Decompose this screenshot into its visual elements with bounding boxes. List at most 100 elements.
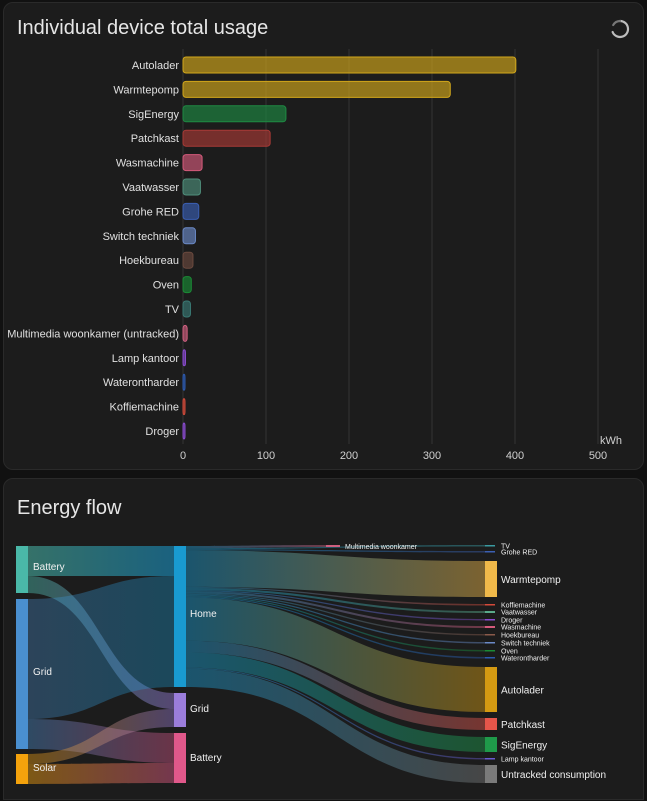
category-label: Switch techniek <box>103 231 180 243</box>
flow-node[interactable] <box>174 733 186 783</box>
category-label: Oven <box>153 280 179 292</box>
flow-node[interactable] <box>485 758 495 760</box>
bar[interactable] <box>182 373 186 391</box>
bar[interactable] <box>182 276 192 294</box>
flow-link[interactable] <box>186 586 485 606</box>
flow-node[interactable] <box>485 604 495 606</box>
bar[interactable] <box>182 202 200 220</box>
category-label: Wasmachine <box>116 158 179 170</box>
flow-node[interactable] <box>485 626 495 628</box>
flow-link[interactable] <box>186 597 485 712</box>
flow-node[interactable] <box>485 551 495 553</box>
flow-link[interactable] <box>28 576 174 719</box>
flow-link[interactable] <box>186 545 485 550</box>
flow-node[interactable] <box>485 718 497 730</box>
bar[interactable] <box>182 300 191 318</box>
flow-link[interactable] <box>186 640 485 730</box>
flow-node[interactable] <box>16 546 28 593</box>
flow-node[interactable] <box>174 693 186 727</box>
category-label: Patchkast <box>131 133 179 145</box>
category-label: Vaatwasser <box>122 182 179 194</box>
flow-node-label: Patchkast <box>501 720 545 731</box>
flow-link[interactable] <box>186 667 485 760</box>
flow-link[interactable] <box>186 590 485 621</box>
energy-flow-sankey: Battery Grid Solar Home Grid Battery Multimedi… <box>16 543 606 784</box>
bar[interactable] <box>182 80 451 98</box>
bar[interactable] <box>182 129 271 147</box>
flow-node[interactable] <box>16 754 28 784</box>
flow-link[interactable] <box>186 596 485 659</box>
category-label: Koffiemachine <box>109 402 179 414</box>
category-label: Multimedia woonkamer (untracked) <box>7 328 179 340</box>
flow-link[interactable] <box>186 652 485 752</box>
flow-node-label: SigEnergy <box>501 741 547 752</box>
flow-node[interactable] <box>326 545 340 547</box>
bar[interactable] <box>182 227 196 245</box>
x-tick-label: 100 <box>257 450 275 462</box>
flow-node[interactable] <box>485 561 497 597</box>
flow-node-label: Oven <box>501 648 518 655</box>
flow-node-label: Droger <box>501 617 523 624</box>
flow-node-label: Battery <box>33 562 65 573</box>
bar[interactable] <box>182 324 188 342</box>
flow-link[interactable] <box>186 587 485 613</box>
flow-link[interactable] <box>186 668 485 783</box>
flow-node[interactable] <box>485 545 495 547</box>
flow-node[interactable] <box>485 650 495 652</box>
energy-flow-card: Energy flow Battery Grid Solar Home Grid Batt… <box>3 478 644 800</box>
flow-link[interactable] <box>28 709 174 764</box>
bar[interactable] <box>182 105 287 123</box>
category-label: Warmtepomp <box>113 84 179 96</box>
category-label: Lamp kantoor <box>112 353 180 365</box>
category-label: Grohe RED <box>122 206 179 218</box>
usage-card-title: Individual device total usage <box>17 17 269 39</box>
flow-node-label: Home <box>190 609 217 620</box>
x-tick-label: 200 <box>340 450 358 462</box>
flow-node[interactable] <box>485 667 497 712</box>
bar[interactable] <box>182 422 186 440</box>
bar[interactable] <box>182 56 517 74</box>
flow-node-label: Grid <box>33 667 52 678</box>
bar[interactable] <box>182 349 186 367</box>
flow-link[interactable] <box>186 595 485 652</box>
category-label: Hoekbureau <box>119 255 179 267</box>
flow-node-label: Multimedia woonkamer <box>345 544 418 551</box>
flow-node[interactable] <box>485 737 497 752</box>
flow-link[interactable] <box>28 546 174 576</box>
bar[interactable] <box>182 251 194 269</box>
flow-node-label: Solar <box>33 763 57 774</box>
flow-link[interactable] <box>186 545 326 549</box>
device-usage-card: Individual device total usage 0 100 200 300… <box>3 2 644 470</box>
category-label: Droger <box>145 426 179 438</box>
category-label: SigEnergy <box>128 109 179 121</box>
flow-link[interactable] <box>186 591 485 628</box>
x-tick-label: 400 <box>506 450 524 462</box>
flow-node-label: Battery <box>190 753 222 764</box>
flow-node[interactable] <box>485 765 497 783</box>
flow-node-label: Warmtepomp <box>501 575 561 586</box>
bar[interactable] <box>182 398 186 416</box>
x-tick-label: 0 <box>180 450 186 462</box>
flow-link[interactable] <box>28 763 174 784</box>
flow-node[interactable] <box>174 546 186 687</box>
flow-node[interactable] <box>485 619 495 621</box>
flow-node[interactable] <box>485 611 495 613</box>
refresh-icon[interactable] <box>610 19 630 39</box>
usage-bar-chart: 0 100 200 300 400 500 kWh Autolader Warmtepomp Si… <box>7 49 622 462</box>
bar[interactable] <box>182 154 203 172</box>
flow-node-label: Wasmachine <box>501 625 541 632</box>
flow-link[interactable] <box>186 593 485 636</box>
bar[interactable] <box>182 178 201 196</box>
flow-node[interactable] <box>485 642 495 644</box>
flow-node[interactable] <box>485 657 495 659</box>
flow-node-label: Switch techniek <box>501 640 550 647</box>
flow-card-title: Energy flow <box>17 497 122 519</box>
flow-link[interactable] <box>186 549 485 553</box>
flow-node-label: Koffiemachine <box>501 602 545 609</box>
flow-node-label: Hoekbureau <box>501 632 539 639</box>
flow-link[interactable] <box>186 594 485 644</box>
flow-link[interactable] <box>186 550 485 597</box>
flow-node[interactable] <box>16 599 28 749</box>
flow-node-label: Vaatwasser <box>501 610 538 617</box>
flow-node[interactable] <box>485 634 495 636</box>
